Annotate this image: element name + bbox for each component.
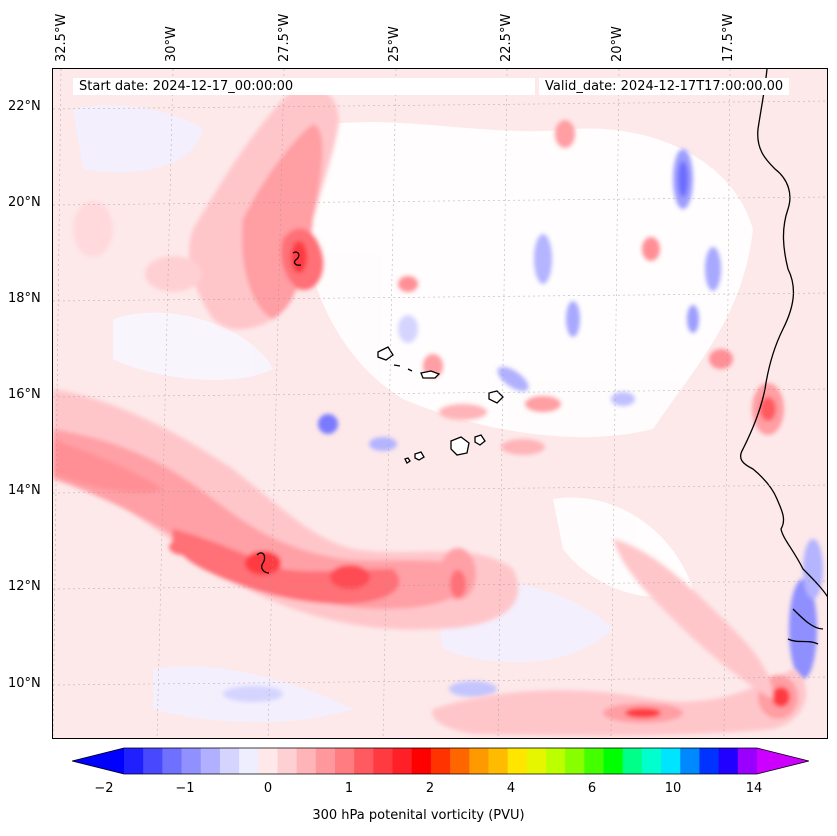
colorbar-segment [584, 748, 605, 774]
colorbar-tick-6: 6 [587, 781, 597, 796]
colorbar-tick-neg2: −2 [94, 781, 114, 796]
negative-pv-features [223, 149, 823, 702]
colorbar-segment [124, 748, 144, 774]
colorbar-segment [718, 748, 739, 774]
colorbar-segment [315, 748, 336, 774]
low-pv-areas [73, 105, 753, 723]
colorbar-segment [181, 748, 202, 774]
colorbar-segment [699, 748, 720, 774]
colorbar-segment [411, 748, 432, 774]
colorbar-tick-2: 2 [425, 781, 435, 796]
lon-label-20w: 20°W [610, 26, 625, 62]
colorbar-segment [680, 748, 700, 774]
pv-contour-marks [256, 251, 302, 574]
colorbar-segment [603, 748, 624, 774]
colorbar-segment [335, 748, 355, 774]
pv-field [53, 69, 827, 738]
pv-map: Start date: 2024-12-17_00:00:00 Valid_da… [52, 68, 828, 739]
lon-label-17-5w: 17.5°W [721, 13, 736, 62]
colorbar-segment [430, 748, 451, 774]
positive-pv-features [53, 86, 807, 736]
colorbar-segment [143, 748, 163, 774]
colorbar-segment [488, 748, 509, 774]
colorbar-segment [239, 748, 259, 774]
colorbar-extend-high [757, 748, 809, 774]
colorbar-segment [526, 748, 547, 774]
lon-label-30w: 30°W [164, 26, 179, 62]
colorbar-outline [72, 747, 809, 775]
lat-label-20n: 20°N [8, 195, 41, 210]
colorbar-tick-10: 10 [664, 781, 682, 796]
graticule [53, 69, 827, 738]
colorbar-segment [661, 748, 681, 774]
lat-label-12n: 12°N [8, 579, 41, 594]
colorbar-tick-4: 4 [506, 781, 516, 796]
colorbar-segment [450, 748, 470, 774]
lat-label-14n: 14°N [8, 483, 41, 498]
lat-label-10n: 10°N [8, 676, 41, 691]
colorbar-segment [622, 748, 643, 774]
colorbar-segment [296, 748, 317, 774]
colorbar-segment [546, 748, 566, 774]
colorbar-segment [641, 748, 662, 774]
colorbar-segment [354, 748, 374, 774]
lat-label-22n: 22°N [8, 99, 41, 114]
colorbar-segment [565, 748, 585, 774]
lat-label-16n: 16°N [8, 387, 41, 402]
colorbar-tick-neg1: −1 [175, 781, 195, 796]
colorbar-tick-14: 14 [745, 781, 763, 796]
lon-label-32-5w: 32.5°W [54, 13, 69, 62]
colorbar-tick-0: 0 [263, 781, 273, 796]
colorbar-segment [392, 748, 413, 774]
colorbar-segment [737, 748, 758, 774]
colorbar [72, 747, 809, 775]
colorbar-segment [469, 748, 489, 774]
cape-verde-islands [377, 346, 504, 464]
colorbar-segment [277, 748, 298, 774]
start-date-label: Start date: 2024-12-17_00:00:00 [73, 78, 535, 95]
colorbar-extend-low [72, 748, 124, 774]
colorbar-segment [507, 748, 528, 774]
colorbar-segment [219, 748, 240, 774]
colorbar-tick-1: 1 [344, 781, 354, 796]
colorbar-segment [162, 748, 183, 774]
colorbar-label: 300 hPa potenital vorticity (PVU) [312, 808, 525, 823]
lon-label-27-5w: 27.5°W [277, 13, 292, 62]
coastlines [739, 69, 827, 645]
lat-label-18n: 18°N [8, 291, 41, 306]
lon-label-22-5w: 22.5°W [499, 13, 514, 62]
colorbar-segment [373, 748, 394, 774]
valid-date-label: Valid_date: 2024-12-17T17:00:00.00 [539, 78, 790, 95]
colorbar-segment [258, 748, 278, 774]
lon-label-25w: 25°W [387, 26, 402, 62]
colorbar-segment [200, 748, 221, 774]
